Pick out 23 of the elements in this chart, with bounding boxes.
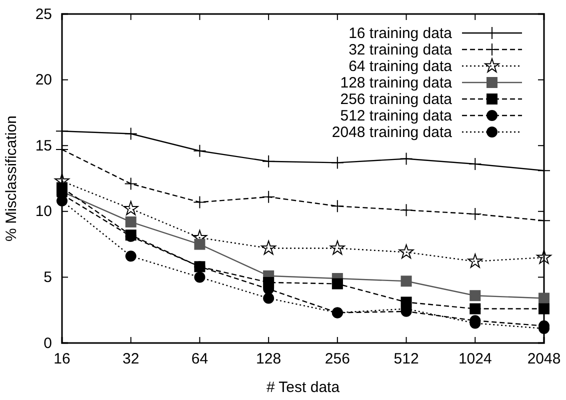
x-tick-label: 512	[394, 350, 419, 368]
x-tick-label: 128	[256, 350, 282, 368]
x-tick-label: 16	[54, 350, 70, 368]
legend-label: 64 training data	[348, 58, 453, 75]
legend-label: 128 training data	[340, 74, 453, 92]
x-tick-label: 32	[122, 350, 140, 368]
legend-label: 256 training data	[340, 91, 453, 108]
legend-label: 32 training data	[348, 42, 453, 58]
y-tick-label: 15	[35, 137, 52, 154]
legend-label: 16 training data	[348, 25, 453, 42]
x-tick-label: 256	[324, 350, 350, 368]
x-axis-title: # Test data	[266, 379, 340, 396]
legend-label: 512 training data	[340, 108, 453, 124]
y-tick-label: 10	[35, 203, 52, 220]
y-tick-label: 0	[44, 334, 52, 352]
y-tick-label: 25	[35, 6, 52, 23]
y-tick-label: 5	[44, 269, 52, 286]
x-tick-label: 1024	[458, 350, 492, 368]
y-tick-label: 20	[35, 72, 52, 89]
y-axis-title: % Misclassification	[3, 116, 20, 242]
legend-label: 2048 training data	[332, 124, 453, 141]
x-tick-label: 64	[191, 350, 208, 368]
x-tick-label: 2048	[527, 350, 561, 368]
